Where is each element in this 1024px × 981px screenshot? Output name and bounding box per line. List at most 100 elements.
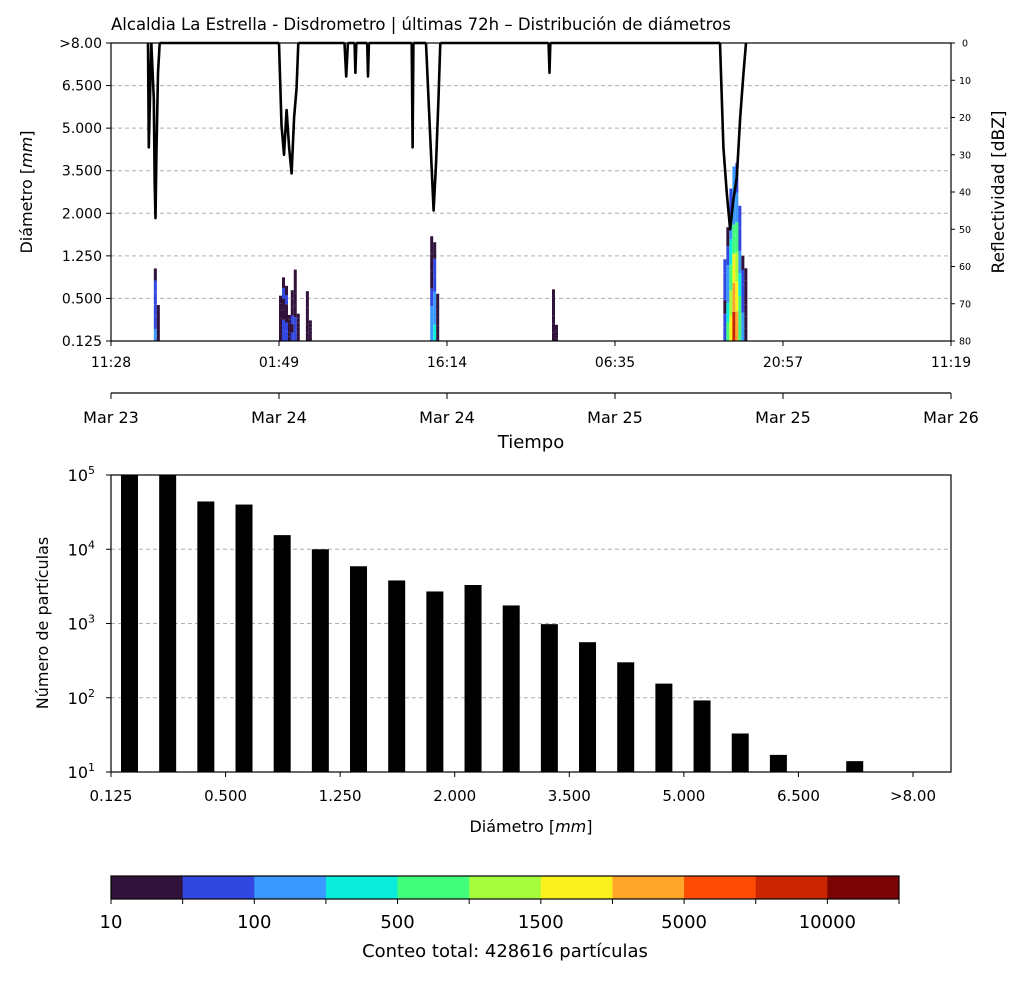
reflectivity-spike (547, 42, 552, 75)
heatmap-cell (288, 336, 291, 341)
heatmap-cell (305, 316, 309, 325)
reflectivity-spike (353, 42, 358, 75)
heatmap-cell (741, 326, 745, 341)
heatmap-cell (290, 307, 294, 316)
heatmap-cell (436, 293, 440, 302)
heatmap-cell (735, 222, 739, 252)
bar (502, 605, 520, 772)
heatmap-cell (732, 224, 736, 254)
heatmap-cell (738, 228, 742, 251)
heatmap-cell (285, 313, 288, 323)
heatmap-cell (738, 205, 742, 229)
heatmap-cell (308, 327, 312, 331)
bar-y-tick-base: 10 (68, 763, 88, 782)
heatmap-cell (153, 292, 157, 305)
colorbar-ticks: 10 100 500 1500 5000 10000 (100, 899, 900, 933)
bar (464, 585, 482, 772)
heatmap-cell (153, 328, 157, 341)
heatmap-cell (433, 308, 437, 325)
heatmap-cell (288, 323, 291, 328)
heatmap-cell (436, 309, 440, 318)
bar (350, 566, 368, 772)
colorbar-swatch (254, 876, 327, 899)
heatmap-y2-tick-label: 60 (959, 262, 971, 273)
colorbar-swatch (397, 876, 470, 899)
bar-x-ticks: 0.125 0.500 1.250 2.000 3.500 5.000 6.500 >8.00 (90, 772, 936, 805)
bar-series (121, 475, 864, 772)
heatmap-x-date-label: Mar 26 (923, 408, 979, 427)
heatmap-ylabel-unit: mm (17, 137, 36, 168)
bar (540, 624, 558, 772)
heatmap-cell (296, 331, 300, 337)
heatmap-cell (723, 286, 727, 301)
bar (655, 683, 673, 772)
heatmap-gridlines (111, 85, 951, 299)
heatmap-cell (296, 318, 300, 323)
heatmap-cell (282, 277, 285, 288)
bar-xlabel-prefix: Diámetro [ (469, 817, 555, 836)
heatmap-cell (430, 253, 434, 272)
heatmap-cell (552, 323, 555, 333)
heatmap-cell (744, 268, 748, 281)
heatmap-cell (735, 192, 739, 223)
colorbar-swatch (111, 876, 184, 899)
heatmap-cell (738, 273, 742, 296)
heatmap-y2-tick-label: 70 (959, 299, 971, 310)
bar (388, 580, 406, 772)
bar (121, 475, 138, 772)
heatmap-cell (552, 332, 555, 341)
bar-xlabel-unit: mm (555, 817, 586, 836)
heatmap-cell (436, 301, 440, 310)
bar-ylabel: Número de partículas (33, 537, 52, 710)
heatmap-cell (726, 246, 730, 266)
colorbar-label: Conteo total: 428616 partículas (362, 941, 648, 962)
heatmap-cell (305, 332, 309, 341)
heatmap-cell (430, 323, 434, 341)
heatmap-cell (153, 304, 157, 317)
heatmap-cell (741, 284, 745, 299)
bar-y-tick-base: 10 (68, 466, 88, 485)
bar (579, 642, 597, 772)
heatmap-x-time-label: 11:28 (91, 355, 131, 371)
bar-y-tick-label: 103 (68, 613, 95, 634)
heatmap-cell (288, 332, 291, 337)
heatmap-y2-tick-label: 10 (959, 76, 971, 87)
heatmap-x-time-ticks: 11:28 01:49 16:14 06:35 20:57 11:19 (91, 341, 971, 371)
bar-y-tick-exponent: 1 (88, 761, 95, 774)
colorbar-tick-label: 5000 (661, 912, 707, 933)
colorbar-tick-label: 100 (237, 912, 271, 933)
bar-xlabel-suffix: ] (586, 817, 592, 836)
heatmap-cell (279, 295, 282, 304)
heatmap-cell (552, 297, 555, 307)
bar-x-tick-label: 0.125 (90, 787, 133, 805)
bar (693, 700, 711, 772)
heatmap-cell (293, 305, 297, 318)
heatmap-cell (285, 331, 288, 341)
bar-x-tick-label: 1.250 (319, 787, 362, 805)
heatmap-cell (279, 303, 282, 311)
heatmap-cell (555, 335, 558, 339)
colorbar-swatch (182, 876, 255, 899)
heatmap-cell (296, 336, 300, 341)
heatmap-ylabel-prefix: Diámetro [ (17, 168, 36, 254)
heatmap-cell (744, 280, 748, 293)
bar (159, 475, 177, 772)
bar-y-tick-exponent: 5 (88, 464, 95, 477)
heatmap-cells (153, 162, 748, 341)
reflectivity-spike (343, 42, 350, 78)
heatmap-cell (744, 304, 748, 317)
heatmap-cell (308, 337, 312, 341)
bar (846, 761, 864, 772)
heatmap-y2-tick-label: 30 (959, 150, 971, 161)
heatmap-x-time-label: 11:19 (931, 355, 971, 371)
reflectivity-spike (424, 42, 442, 212)
heatmap-x-date-label: Mar 25 (755, 408, 811, 427)
bar-y-tick-label: 101 (68, 761, 95, 782)
heatmap-x-time-label: 01:49 (259, 355, 299, 371)
reflectivity-spike (150, 42, 161, 220)
heatmap-y-tick-label: 5.000 (62, 121, 102, 137)
colorbar-swatch (755, 876, 828, 899)
heatmap-cell (735, 251, 739, 282)
heatmap-cell (290, 315, 294, 325)
